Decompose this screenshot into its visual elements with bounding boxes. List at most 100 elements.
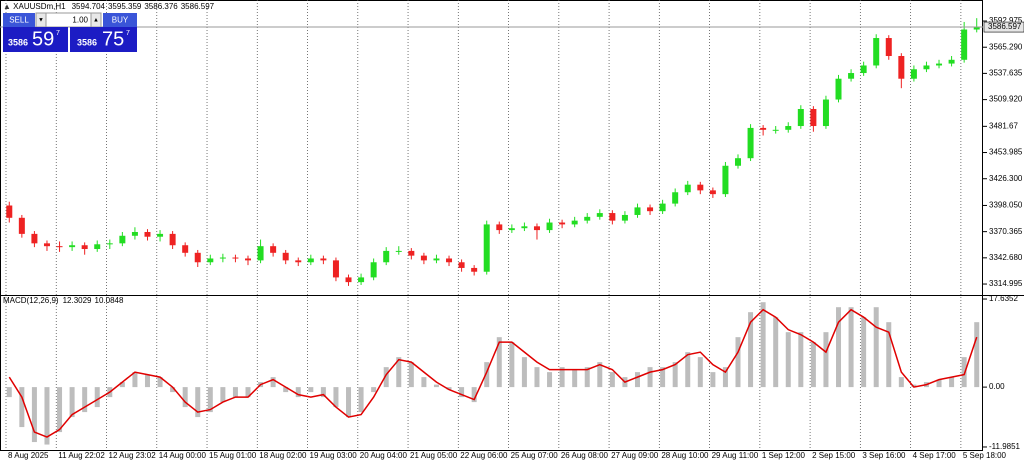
- histogram-bar: [358, 387, 364, 413]
- candle-body: [571, 220, 578, 225]
- y-tick-label: 3537.635: [989, 68, 1023, 77]
- candle-body: [910, 69, 917, 79]
- histogram-bar: [119, 382, 125, 388]
- buy-label[interactable]: BUY: [112, 16, 129, 25]
- candle-body: [496, 224, 503, 231]
- histogram-bar: [634, 372, 640, 388]
- lot-decrease-icon: ▼: [38, 18, 44, 24]
- x-tick-label: 27 Aug 09:00: [611, 451, 659, 460]
- candle-body: [420, 255, 427, 261]
- histogram-bar: [69, 387, 75, 418]
- candle-body: [697, 184, 704, 191]
- histogram-bar: [509, 342, 515, 388]
- histogram-bar: [170, 387, 176, 393]
- histogram-bar: [19, 387, 25, 428]
- histogram-bar: [144, 374, 150, 388]
- histogram-bar: [433, 384, 439, 388]
- x-tick-label: 22 Aug 06:00: [460, 451, 508, 460]
- signal-line: [8, 308, 978, 438]
- x-tick-label: 5 Sep 18:00: [963, 451, 1007, 460]
- histogram-bar: [521, 357, 527, 388]
- histogram-bar: [232, 387, 238, 398]
- candle-body: [973, 26, 980, 30]
- candle-body: [282, 252, 289, 261]
- histogram-bar: [471, 387, 477, 403]
- histogram-bar: [496, 337, 502, 388]
- histogram-bar: [484, 362, 490, 388]
- histogram-bar: [220, 387, 226, 403]
- header-icon: ▲: [3, 2, 13, 11]
- trade-panel: SELL ▼ 1.00 ▲ BUY 3586 59 7 3586 75 7: [3, 12, 137, 52]
- histogram-bar: [861, 317, 867, 388]
- sell-price-big[interactable]: 59: [32, 28, 54, 50]
- buy-price-box[interactable]: [70, 27, 137, 52]
- candle-body: [596, 213, 603, 217]
- x-tick-label: 21 Aug 05:00: [410, 451, 458, 460]
- candle-body: [634, 207, 641, 215]
- sell-price-sup[interactable]: 7: [56, 30, 60, 37]
- candle-body: [446, 258, 453, 263]
- candle-body: [521, 226, 528, 229]
- sell-label[interactable]: SELL: [9, 16, 29, 25]
- histogram-bar: [710, 372, 716, 388]
- candle-body: [345, 277, 352, 283]
- close-value: 3586.597: [181, 2, 215, 11]
- histogram-bar: [873, 307, 879, 388]
- histogram-bar: [974, 322, 980, 388]
- lot-value[interactable]: 1.00: [72, 16, 88, 25]
- candle-body: [219, 257, 226, 259]
- signal-value: 10.0848: [95, 296, 124, 305]
- candle-body: [797, 108, 804, 127]
- histogram-bar: [31, 387, 37, 443]
- histogram-bar: [559, 367, 565, 388]
- buy-price-sup[interactable]: 7: [126, 30, 130, 37]
- y-tick-label: 3314.995: [989, 279, 1023, 288]
- candle-body: [848, 73, 855, 79]
- candle-body: [747, 127, 754, 159]
- sell-price-main[interactable]: 3586: [8, 37, 28, 47]
- candle-body: [157, 233, 164, 237]
- candle-body: [672, 192, 679, 204]
- sell-button[interactable]: [3, 13, 35, 27]
- candle-body: [621, 214, 628, 221]
- histogram-bar: [446, 387, 452, 390]
- buy-price-big[interactable]: 75: [102, 28, 124, 50]
- histogram-bar: [547, 372, 553, 388]
- y-tick-label: 3481.67: [989, 121, 1018, 130]
- candle-body: [961, 29, 968, 60]
- histogram-bar: [810, 342, 816, 388]
- x-tick-label: 4 Sep 17:00: [913, 451, 957, 460]
- histogram-bar: [534, 367, 540, 388]
- histogram-bar: [936, 379, 942, 388]
- buy-price-main[interactable]: 3586: [77, 37, 97, 47]
- sell-price-box[interactable]: [3, 27, 68, 52]
- histogram-bar: [685, 352, 691, 388]
- y-tick-label: 3398.050: [989, 201, 1023, 210]
- current-price-label: 3586.597: [988, 22, 1022, 31]
- macd-value: 12.3029: [63, 296, 92, 305]
- x-tick-label: 8 Aug 2025: [8, 451, 49, 460]
- x-tick-label: 28 Aug 10:00: [661, 451, 709, 460]
- candle-body: [609, 213, 616, 221]
- histogram-bar: [823, 332, 829, 388]
- histogram-bar: [371, 387, 377, 393]
- candle-body: [760, 127, 767, 130]
- buy-button[interactable]: [103, 13, 137, 27]
- histogram-bar: [57, 387, 63, 433]
- candle-body: [936, 63, 943, 66]
- candle-body: [69, 245, 76, 248]
- candle-body: [320, 258, 327, 261]
- candle-body: [684, 184, 691, 193]
- histogram-bar: [195, 387, 201, 418]
- x-tick-label: 26 Aug 08:00: [561, 451, 609, 460]
- histogram-bar: [320, 387, 326, 398]
- x-tick-label: 12 Aug 23:02: [109, 451, 157, 460]
- candle-body: [433, 258, 440, 261]
- candle-body: [131, 231, 138, 236]
- x-tick-label: 19 Aug 03:00: [310, 451, 358, 460]
- candle-body: [307, 258, 314, 263]
- candle-body: [56, 246, 63, 248]
- candle-body: [533, 226, 540, 231]
- y-tick-label: 3426.300: [989, 174, 1023, 183]
